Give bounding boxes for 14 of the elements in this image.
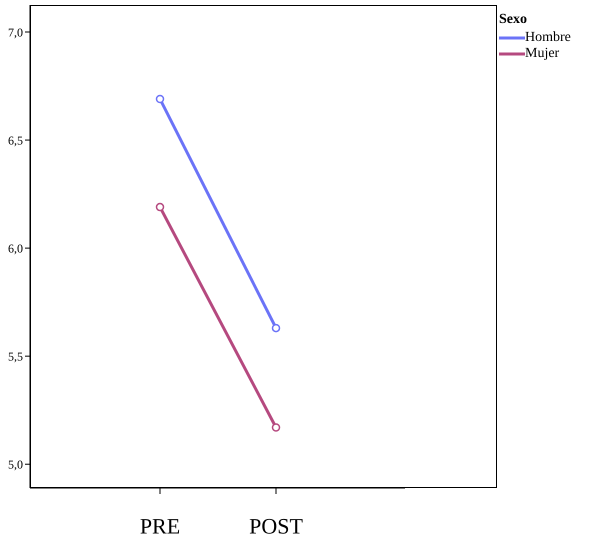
y-tick-label: 5,5 bbox=[8, 349, 23, 364]
legend-label: Hombre bbox=[525, 30, 571, 46]
point bbox=[156, 94, 164, 104]
x-tick-label: POST bbox=[249, 514, 304, 539]
x-tick-label: PRE bbox=[140, 514, 180, 539]
point bbox=[272, 423, 280, 432]
y-tick-label: 7,0 bbox=[8, 25, 23, 40]
y-tick-label: 5,0 bbox=[8, 457, 23, 472]
y-tick-label: 6,5 bbox=[8, 133, 23, 148]
y-tick-label: 6,0 bbox=[8, 241, 23, 256]
legend-label: Mujer bbox=[525, 46, 560, 62]
point bbox=[272, 324, 280, 332]
legend-title: Sexo bbox=[499, 12, 528, 28]
point bbox=[156, 202, 164, 212]
